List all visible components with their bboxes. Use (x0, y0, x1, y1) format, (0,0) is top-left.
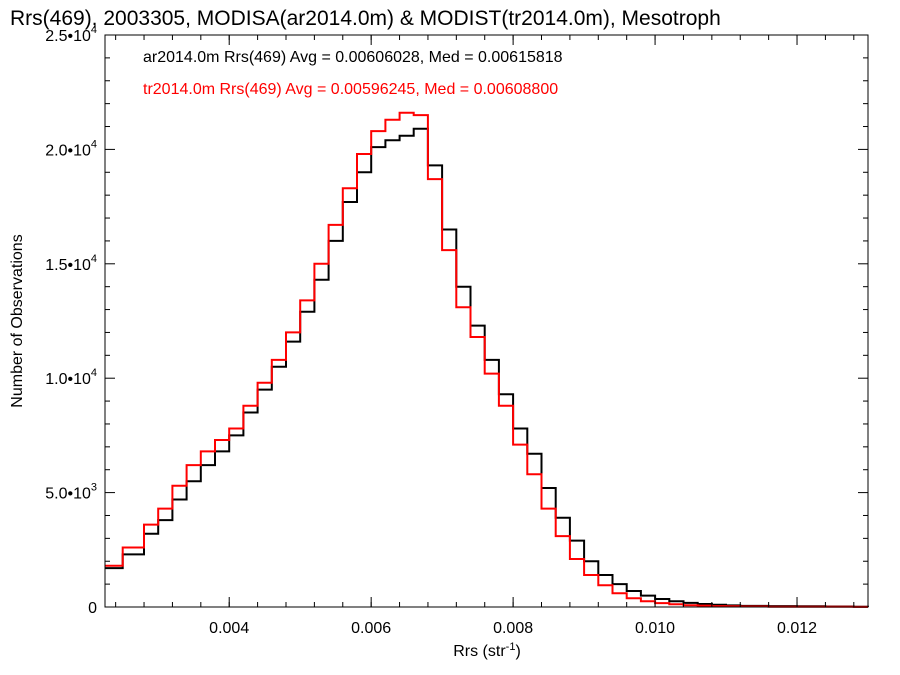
x-tick-label: 0.008 (493, 620, 533, 637)
axis-layer: 0.004 0.006 0.008 0.010 0.012 0 5.0•103 1.0•104… (45, 24, 868, 637)
y-tick-label: 2.5•104 (45, 24, 97, 45)
x-axis-label-exponent: -1 (506, 641, 516, 653)
chart-title: Rrs(469), 2003305, MODISA(ar2014.0m) & M… (10, 7, 721, 30)
y-tick-label: 5.0•103 (45, 482, 97, 503)
y-tick-label: 2.0•104 (45, 138, 97, 159)
y-tick-label: 1.5•104 (45, 253, 97, 274)
legend-entry-ar: ar2014.0m Rrs(469) Avg = 0.00606028, Med… (143, 49, 563, 66)
x-axis-label: Rrs (str-1) (453, 641, 521, 660)
x-tick-label: 0.010 (635, 620, 675, 637)
plot-frame (104, 34, 869, 608)
y-tick-label: 0 (88, 600, 97, 617)
series-layer (105, 111, 869, 608)
y-axis-label: Number of Observations (9, 234, 26, 407)
legend-entry-tr: tr2014.0m Rrs(469) Avg = 0.00596245, Med… (143, 81, 558, 98)
y-tick-label: 1.0•104 (45, 367, 97, 388)
x-tick-label: 0.004 (209, 620, 249, 637)
series-line-ar2014 (105, 127, 869, 608)
x-tick-label: 0.012 (777, 620, 817, 637)
x-tick-label: 0.006 (351, 620, 391, 637)
